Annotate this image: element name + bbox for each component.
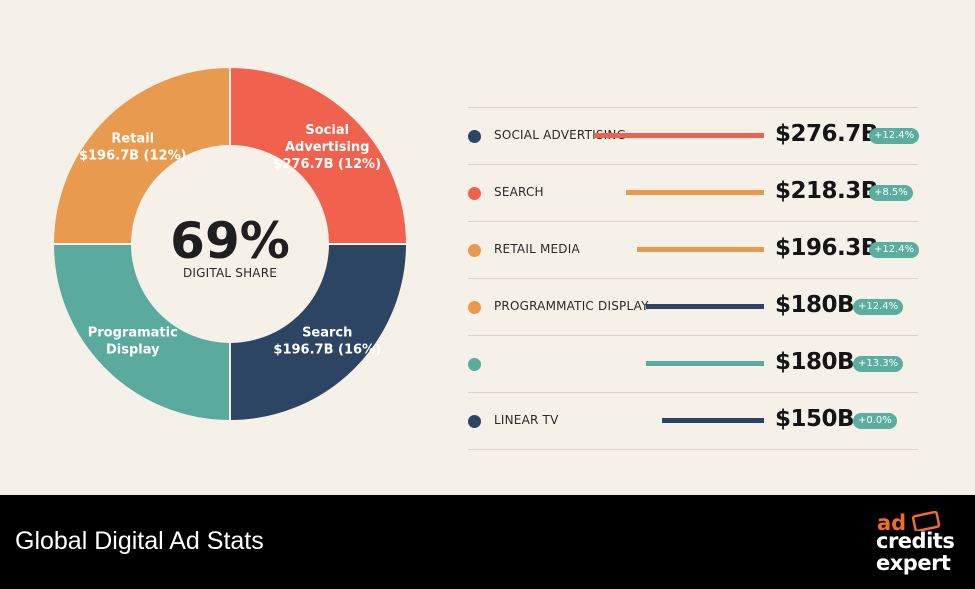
stat-row: RETAIL MEDIA $196.3B +12.4% — [468, 221, 920, 278]
stat-row: $180B +13.3% — [468, 335, 918, 392]
logo-credits-text: credits — [876, 529, 955, 553]
legend-dot-icon — [468, 244, 481, 257]
slice-label-search: Search — [302, 326, 352, 341]
brand-logo: ad credits expert — [872, 509, 972, 581]
footer-title: Global Digital Ad Stats — [15, 527, 264, 555]
slice-label-social-advertising: $276.7B (12%) — [273, 157, 381, 172]
stat-value: $196.3B — [775, 235, 878, 261]
legend-dot-icon — [468, 415, 481, 428]
stat-bar — [626, 190, 764, 195]
legend-dot-icon — [468, 130, 481, 143]
change-badge: +12.4% — [853, 299, 904, 315]
stat-label: SEARCH — [494, 185, 544, 199]
slice-label-social-advertising: Advertising — [285, 140, 370, 155]
change-badge: +12.4% — [869, 128, 920, 144]
footer-bar: Global Digital Ad Stats ad credits exper… — [0, 495, 975, 589]
slice-search — [229, 243, 409, 423]
slice-label-social-advertising: Social — [305, 123, 349, 138]
stat-bar — [595, 133, 764, 138]
logo-expert-text: expert — [876, 551, 951, 575]
stat-label: RETAIL MEDIA — [494, 242, 580, 256]
donut-chart: Social Advertising $276.7B (12%) Search $196… — [51, 65, 409, 423]
slice-social-advertising — [229, 65, 409, 245]
stat-bar — [662, 418, 764, 423]
change-badge: +0.0% — [853, 413, 897, 429]
legend-dot-icon — [468, 301, 481, 314]
legend-dot-icon — [468, 187, 481, 200]
stat-row: LINEAR TV $150B +0.0% — [468, 392, 918, 450]
slice-retail — [51, 65, 231, 245]
stats-list: SOCIAL ADVERTISING $276.7B +12.4% SEARCH $21… — [468, 107, 920, 450]
center-value: 69% — [170, 212, 290, 270]
stat-bar — [646, 361, 764, 366]
credit-card-icon — [912, 511, 941, 531]
change-badge: +13.3% — [853, 356, 904, 372]
slice-programatic-display — [51, 243, 231, 423]
slice-label-retail: Retail — [111, 131, 154, 146]
stat-bar — [646, 304, 764, 309]
stat-value: $276.7B — [775, 121, 878, 147]
stat-value: $180B — [775, 292, 855, 318]
logo-ad-text: ad — [877, 511, 907, 535]
stat-label: LINEAR TV — [494, 413, 559, 427]
center-label: DIGITAL SHARE — [183, 266, 277, 280]
change-badge: +12.4% — [869, 242, 920, 258]
stat-row: SOCIAL ADVERTISING $276.7B +12.4% — [468, 107, 920, 164]
stat-row: SEARCH $218.3B +8.5% — [468, 164, 918, 221]
chart-area: Social Advertising $276.7B (12%) Search $196… — [51, 65, 920, 450]
stat-label: PROGRAMMATIC DISPLAY — [494, 299, 649, 313]
stat-value: $218.3B — [775, 178, 878, 204]
slice-label-programatic-display: Display — [106, 343, 160, 358]
stat-value: $180B — [775, 349, 855, 375]
slice-label-programatic-display: Programatic — [88, 326, 178, 341]
stat-row: PROGRAMMATIC DISPLAY $180B +12.4% — [468, 278, 918, 335]
legend-dot-icon — [468, 358, 481, 371]
stat-bar — [637, 247, 764, 252]
slice-label-retail: $196.7B (12%) — [79, 148, 187, 163]
stat-label: SOCIAL ADVERTISING — [494, 128, 627, 142]
stat-value: $150B — [775, 406, 855, 432]
change-badge: +8.5% — [869, 185, 913, 201]
slice-label-search: $196.7B (16%) — [273, 343, 381, 358]
